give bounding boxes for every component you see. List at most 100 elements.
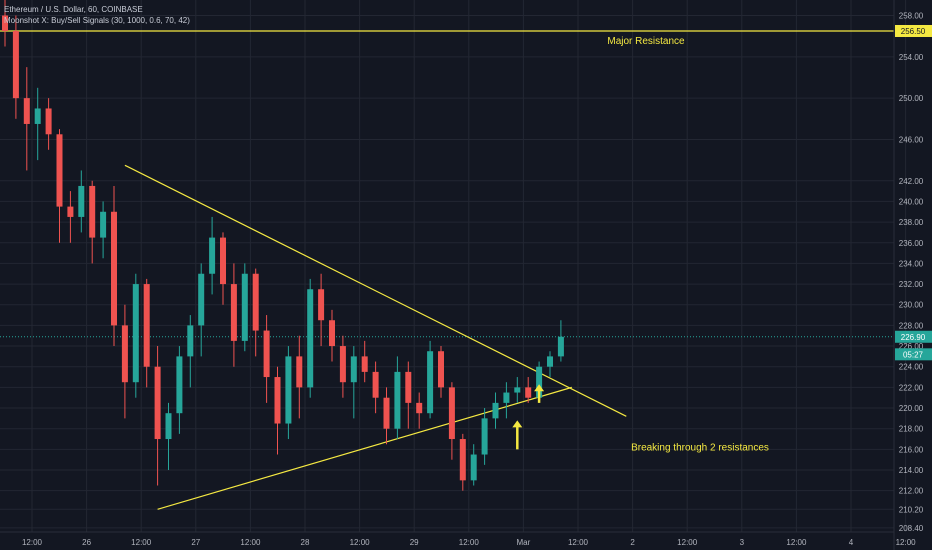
candles [2,0,564,491]
candle [220,232,226,305]
breakout-label: Breaking through 2 resistances [631,442,769,453]
candle [339,335,346,398]
candle [34,87,41,161]
y-tick-label: 212.00 [899,487,924,496]
candle [307,278,314,398]
svg-text:05:27: 05:27 [903,350,924,359]
annotations: Major Resistance Breaking through 2 resi… [607,36,769,453]
symbol-title: Ethereum / U.S. Dollar, 60, COINBASE [4,5,143,14]
chart-legend: Ethereum / U.S. Dollar, 60, COINBASE Moo… [4,4,190,26]
up-arrow-icon [512,420,523,450]
candle [67,191,74,243]
x-tick-label: 12:00 [350,538,371,547]
y-tick-label: 258.00 [899,11,924,20]
major-resistance-label: Major Resistance [607,36,685,47]
y-tick-label: 232.00 [899,280,924,289]
candle [394,356,401,440]
candle [132,273,139,398]
candle [56,129,63,243]
y-tick-label: 246.00 [899,135,924,144]
y-tick-label: 218.00 [899,425,924,434]
candle [252,268,259,357]
y-tick-label: 208.40 [899,524,924,533]
candle [481,408,488,465]
candle [111,185,117,347]
candle [405,361,412,429]
candle [557,320,564,362]
x-tick-label: 12:00 [240,538,261,547]
x-tick-label: 12:00 [568,538,589,547]
trendline-ascending[interactable] [157,386,572,510]
x-tick-label: Mar [517,538,531,547]
y-tick-label: 238.00 [899,218,924,227]
candle [547,351,553,378]
y-tick-label: 228.00 [899,321,924,330]
y-tick-label: 224.00 [899,363,924,372]
x-tick-label: 12:00 [896,538,917,547]
candle [372,361,379,414]
candle [285,346,292,440]
x-tick-label: 4 [849,538,854,547]
candle [296,335,303,419]
y-tick-label: 220.00 [899,404,924,413]
price-tag-timer: 05:27 [895,348,932,361]
x-tick-label: 26 [82,538,91,547]
candle [318,273,325,347]
candle [78,170,85,233]
x-tick-label: 28 [301,538,310,547]
y-tick-label: 216.00 [899,445,924,454]
candle [492,392,499,429]
candle [448,382,455,460]
x-tick-label: 12:00 [677,538,698,547]
y-tick-label: 214.00 [899,466,924,475]
candle [427,340,434,419]
candle [459,433,466,491]
x-tick-label: 29 [410,538,419,547]
candle [503,382,510,419]
price-tag-last: 226.90 [895,330,932,343]
x-tick-label: 12:00 [22,538,43,547]
candle [329,309,335,362]
y-tick-label: 234.00 [899,259,924,268]
x-tick-label: 12:00 [131,538,152,547]
candle [187,315,194,388]
up-arrow-icon [534,384,545,403]
y-tick-label: 210.20 [899,505,924,514]
candle [416,392,423,429]
candle [121,304,128,419]
trendlines [124,164,627,510]
time-axis[interactable]: 12:00 26 12:00 27 12:00 28 12:00 29 12:00 Mar 12:0… [0,531,917,547]
major-resistance-line [0,30,894,338]
candle [361,340,368,383]
arrows [512,384,545,450]
x-tick-label: 12:00 [786,538,807,547]
candle [23,67,30,171]
candle [230,263,237,367]
x-tick-label: 12:00 [459,538,480,547]
y-tick-label: 236.00 [899,239,924,248]
y-tick-label: 230.00 [899,301,924,310]
y-tick-label: 222.00 [899,383,924,392]
indicator-title: Moonshot X: Buy/Sell Signals (30, 1000, … [4,16,190,25]
candle [438,346,444,398]
y-tick-label: 254.00 [899,53,924,62]
candle [165,402,172,471]
y-tick-label: 226.00 [899,342,924,351]
candle [350,346,357,419]
trendline-descending[interactable] [124,164,627,417]
candle [143,278,150,388]
candle [470,444,477,486]
x-tick-label: 3 [740,538,745,547]
price-tag-resistance: 256.50 [895,24,932,37]
candle [383,387,390,445]
candle [514,377,521,403]
candle [2,0,8,47]
candle [89,180,96,264]
price-axis[interactable]: 208.40 210.20 212.00 214.00 216.00 218.00 220.… [893,0,932,550]
candle [154,346,161,486]
grid [0,0,907,532]
candle [209,216,216,295]
candle [263,315,270,403]
